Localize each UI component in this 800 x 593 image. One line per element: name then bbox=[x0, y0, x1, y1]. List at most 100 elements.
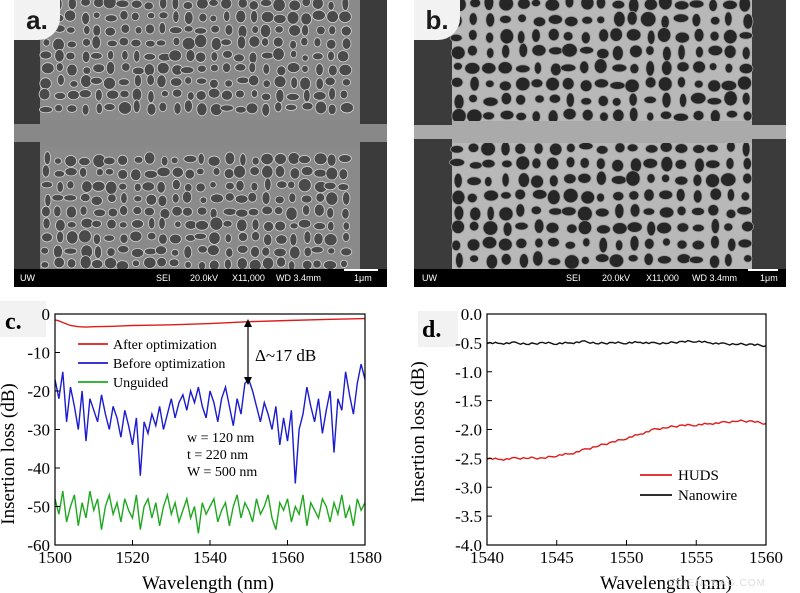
sem-hole bbox=[224, 24, 234, 36]
sem-hole bbox=[184, 168, 196, 180]
sem-hole bbox=[168, 49, 183, 62]
sem-hole bbox=[156, 74, 167, 89]
sem-hole bbox=[133, 156, 144, 164]
sem-hole bbox=[564, 240, 576, 250]
sem-hole bbox=[613, 10, 626, 28]
sem-hole bbox=[39, 50, 53, 60]
sem-hole bbox=[533, 218, 545, 234]
sem-hole bbox=[341, 207, 350, 220]
sem-hole bbox=[643, 0, 658, 11]
sem-hole bbox=[208, 0, 219, 7]
sem-hole bbox=[129, 230, 143, 243]
sem-hole bbox=[628, 92, 638, 107]
sem-hole bbox=[66, 104, 78, 113]
sem-hole bbox=[531, 0, 542, 7]
sem-hole bbox=[119, 89, 130, 99]
delta-arrow-head-up bbox=[244, 319, 252, 327]
sem-hole bbox=[530, 78, 544, 89]
sem-hole bbox=[483, 0, 495, 11]
sem-hole bbox=[263, 221, 275, 232]
sem-hole bbox=[105, 61, 116, 75]
sem-hole bbox=[259, 0, 273, 7]
sem-hole bbox=[547, 257, 562, 266]
sem-hole bbox=[327, 247, 336, 255]
sem-hole bbox=[595, 170, 607, 186]
sem-hole bbox=[612, 191, 625, 202]
sem-hole bbox=[725, 109, 738, 119]
sem-hole bbox=[313, 168, 327, 178]
panel-letter-c: c. bbox=[5, 309, 22, 335]
sem-hole bbox=[115, 0, 130, 8]
sem-hole bbox=[274, 165, 286, 178]
sem-hole bbox=[234, 63, 247, 72]
sem-hole bbox=[690, 92, 707, 105]
x-tick-label-d: 1555 bbox=[679, 548, 713, 567]
sem-hole bbox=[629, 63, 640, 75]
sem-hole bbox=[485, 31, 495, 44]
sem-hole bbox=[237, 231, 248, 242]
sem-hole bbox=[196, 167, 205, 176]
sem-hole bbox=[105, 180, 118, 195]
sem-hole bbox=[498, 80, 512, 92]
sem-a-infobar: UW SEI 20.0kV X11,000 WD 3.4mm 1μm bbox=[14, 269, 387, 287]
sem-hole bbox=[248, 74, 260, 87]
sem-hole bbox=[581, 108, 594, 122]
y-tick-label-c: -50 bbox=[27, 498, 50, 517]
sem-hole bbox=[565, 156, 576, 169]
sem-hole bbox=[184, 76, 193, 85]
sem-hole bbox=[736, 206, 753, 216]
sem-b-label-mode: SEI bbox=[566, 273, 581, 283]
sem-hole bbox=[325, 191, 339, 206]
sem-hole bbox=[518, 253, 529, 269]
sem-hole bbox=[579, 46, 595, 55]
sem-hole bbox=[580, 0, 595, 11]
sem-hole bbox=[40, 181, 54, 189]
sem-hole bbox=[274, 153, 287, 165]
x-tick-label-d: 1540 bbox=[470, 548, 504, 567]
sem-image-a: a. UW SEI 20.0kV X11,000 WD 3.4mm 1μm bbox=[14, 0, 387, 287]
sem-hole bbox=[327, 103, 337, 116]
sem-hole bbox=[661, 173, 671, 183]
sem-hole bbox=[726, 141, 736, 153]
sem-hole bbox=[197, 245, 208, 254]
sem-a-label-mode: SEI bbox=[156, 273, 171, 283]
sem-a-label-uw: UW bbox=[20, 273, 35, 283]
sem-hole bbox=[207, 155, 221, 167]
sem-hole bbox=[532, 16, 547, 28]
sem-hole bbox=[40, 246, 49, 255]
sem-hole bbox=[41, 232, 53, 243]
sem-hole bbox=[547, 189, 561, 206]
sem-hole bbox=[181, 190, 193, 204]
sem-hole bbox=[450, 145, 464, 154]
sem-hole bbox=[64, 9, 77, 22]
legend-label-d-1: Nanowire bbox=[678, 488, 737, 504]
y-tick-label-c: -20 bbox=[27, 382, 50, 401]
sem-hole bbox=[328, 87, 336, 101]
y-tick-label-d: -1.0 bbox=[455, 363, 482, 382]
panel-letter-d: d. bbox=[422, 317, 441, 343]
sem-hole bbox=[53, 170, 66, 178]
sem-hole bbox=[288, 0, 301, 12]
sem-hole bbox=[130, 0, 143, 9]
sem-hole bbox=[341, 37, 352, 50]
sem-hole bbox=[501, 172, 510, 188]
sem-hole bbox=[63, 247, 78, 255]
sem-a-scale-bar bbox=[344, 269, 378, 271]
sem-hole bbox=[342, 221, 350, 231]
sem-hole bbox=[323, 233, 338, 247]
sem-hole bbox=[235, 9, 247, 24]
sem-hole bbox=[144, 23, 155, 35]
sem-hole bbox=[196, 0, 209, 10]
sem-hole bbox=[143, 206, 155, 217]
sem-hole bbox=[210, 193, 224, 204]
sem-hole bbox=[565, 92, 575, 108]
sem-hole bbox=[610, 175, 627, 185]
sem-hole bbox=[234, 105, 247, 114]
sem-hole bbox=[675, 188, 686, 202]
sem-hole bbox=[247, 191, 258, 203]
sem-hole bbox=[518, 42, 529, 58]
sem-hole bbox=[658, 189, 674, 200]
sem-hole bbox=[117, 101, 132, 115]
sem-hole bbox=[515, 237, 528, 249]
sem-hole bbox=[453, 205, 465, 221]
